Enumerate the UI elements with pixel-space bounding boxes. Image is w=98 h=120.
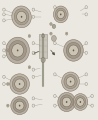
Ellipse shape bbox=[53, 6, 68, 23]
Circle shape bbox=[7, 82, 9, 86]
Ellipse shape bbox=[66, 77, 75, 86]
Circle shape bbox=[17, 49, 18, 51]
Circle shape bbox=[66, 101, 67, 103]
Ellipse shape bbox=[64, 74, 77, 89]
Circle shape bbox=[19, 83, 20, 85]
Circle shape bbox=[29, 66, 30, 68]
Circle shape bbox=[7, 83, 8, 85]
Circle shape bbox=[50, 33, 52, 34]
Bar bbox=[39, 34, 47, 58]
Circle shape bbox=[7, 105, 8, 106]
Circle shape bbox=[73, 49, 74, 51]
Circle shape bbox=[80, 101, 81, 103]
Circle shape bbox=[85, 13, 88, 16]
Circle shape bbox=[29, 35, 30, 37]
Circle shape bbox=[3, 82, 5, 86]
Circle shape bbox=[70, 81, 71, 83]
Circle shape bbox=[21, 16, 22, 18]
Circle shape bbox=[50, 22, 52, 26]
Circle shape bbox=[54, 73, 56, 76]
Circle shape bbox=[32, 68, 35, 71]
Circle shape bbox=[54, 104, 56, 107]
Ellipse shape bbox=[55, 8, 66, 21]
Circle shape bbox=[85, 73, 88, 76]
Circle shape bbox=[32, 51, 35, 54]
Circle shape bbox=[32, 42, 35, 45]
Circle shape bbox=[91, 104, 93, 107]
Ellipse shape bbox=[14, 9, 29, 25]
Ellipse shape bbox=[12, 6, 31, 28]
Circle shape bbox=[28, 66, 31, 69]
Circle shape bbox=[3, 49, 5, 52]
Circle shape bbox=[51, 35, 56, 41]
Ellipse shape bbox=[10, 74, 29, 94]
Circle shape bbox=[32, 8, 35, 11]
Circle shape bbox=[85, 6, 88, 9]
Circle shape bbox=[19, 105, 20, 107]
Circle shape bbox=[66, 33, 67, 34]
Circle shape bbox=[3, 75, 5, 78]
Ellipse shape bbox=[60, 95, 73, 109]
Circle shape bbox=[85, 42, 88, 45]
Ellipse shape bbox=[64, 40, 83, 61]
Circle shape bbox=[7, 104, 9, 107]
Circle shape bbox=[3, 42, 5, 45]
Ellipse shape bbox=[11, 97, 28, 115]
Circle shape bbox=[3, 13, 5, 16]
Circle shape bbox=[65, 32, 68, 35]
Circle shape bbox=[85, 51, 88, 54]
Ellipse shape bbox=[12, 44, 24, 57]
Ellipse shape bbox=[57, 10, 64, 19]
Circle shape bbox=[85, 82, 88, 86]
Ellipse shape bbox=[58, 92, 75, 112]
Ellipse shape bbox=[9, 40, 26, 60]
Circle shape bbox=[32, 75, 35, 78]
Circle shape bbox=[32, 97, 35, 100]
Circle shape bbox=[50, 32, 52, 35]
Circle shape bbox=[32, 15, 35, 18]
Circle shape bbox=[54, 42, 56, 45]
Ellipse shape bbox=[6, 37, 29, 64]
Circle shape bbox=[3, 19, 5, 22]
Ellipse shape bbox=[15, 101, 24, 110]
Ellipse shape bbox=[62, 72, 79, 91]
Circle shape bbox=[54, 94, 56, 98]
Ellipse shape bbox=[66, 42, 81, 58]
Circle shape bbox=[7, 50, 8, 51]
Circle shape bbox=[7, 49, 9, 52]
Circle shape bbox=[3, 8, 5, 11]
Ellipse shape bbox=[77, 98, 84, 106]
Ellipse shape bbox=[69, 45, 78, 56]
Ellipse shape bbox=[13, 99, 26, 112]
Ellipse shape bbox=[73, 94, 88, 110]
Ellipse shape bbox=[75, 96, 86, 108]
Circle shape bbox=[28, 34, 31, 38]
Circle shape bbox=[41, 57, 45, 63]
Circle shape bbox=[50, 23, 52, 25]
Ellipse shape bbox=[62, 97, 71, 107]
Circle shape bbox=[32, 104, 35, 107]
Ellipse shape bbox=[12, 76, 27, 92]
Circle shape bbox=[91, 94, 93, 98]
Circle shape bbox=[52, 24, 56, 29]
Circle shape bbox=[60, 13, 62, 15]
Circle shape bbox=[54, 6, 56, 9]
Circle shape bbox=[3, 55, 5, 58]
Circle shape bbox=[42, 34, 45, 38]
Ellipse shape bbox=[15, 79, 24, 89]
Ellipse shape bbox=[17, 11, 26, 22]
